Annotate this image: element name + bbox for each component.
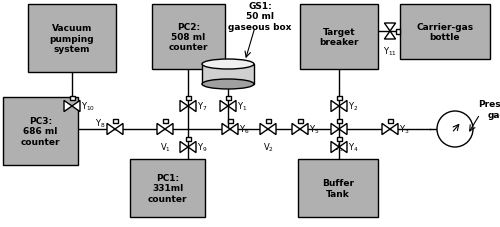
Bar — [266, 120, 270, 124]
Text: Buffer
Tank: Buffer Tank — [322, 178, 354, 198]
Polygon shape — [331, 142, 339, 153]
Circle shape — [437, 111, 473, 147]
Polygon shape — [72, 101, 80, 112]
Polygon shape — [268, 124, 276, 135]
Text: Y$_4$: Y$_4$ — [348, 141, 358, 154]
Polygon shape — [220, 101, 228, 112]
Text: Y$_{10}$: Y$_{10}$ — [81, 100, 96, 113]
Polygon shape — [228, 101, 236, 112]
Polygon shape — [300, 124, 308, 135]
Text: V$_1$: V$_1$ — [160, 141, 170, 154]
Bar — [226, 97, 230, 101]
Bar — [28, 5, 116, 73]
Text: Y$_6$: Y$_6$ — [239, 123, 250, 136]
Polygon shape — [188, 142, 196, 153]
Ellipse shape — [202, 60, 254, 70]
Bar — [70, 97, 74, 101]
Bar — [152, 5, 225, 70]
Text: Y$_2$: Y$_2$ — [348, 100, 358, 113]
Polygon shape — [339, 124, 347, 135]
Text: Y$_9$: Y$_9$ — [197, 141, 207, 154]
Polygon shape — [188, 101, 196, 112]
Bar — [336, 138, 342, 142]
Text: Y$_7$: Y$_7$ — [197, 100, 207, 113]
Text: Carrier-gas
bottle: Carrier-gas bottle — [416, 23, 474, 42]
Polygon shape — [107, 124, 115, 135]
Polygon shape — [331, 124, 339, 135]
Text: Vacuum
pumping
system: Vacuum pumping system — [50, 24, 94, 54]
Polygon shape — [390, 124, 398, 135]
Text: Y$_5$: Y$_5$ — [309, 123, 320, 136]
Bar — [396, 29, 400, 34]
Bar — [388, 120, 392, 124]
Bar — [162, 120, 168, 124]
Text: Y$_{11}$: Y$_{11}$ — [383, 46, 397, 58]
Polygon shape — [339, 101, 347, 112]
Polygon shape — [115, 124, 123, 135]
Polygon shape — [292, 124, 300, 135]
Bar — [112, 120, 117, 124]
Bar — [186, 138, 190, 142]
Text: PC3:
686 ml
counter: PC3: 686 ml counter — [21, 117, 60, 146]
Polygon shape — [157, 124, 165, 135]
Text: V$_3$: V$_3$ — [334, 141, 344, 154]
Text: Y$_3$: Y$_3$ — [399, 123, 409, 136]
Polygon shape — [165, 124, 173, 135]
Polygon shape — [230, 124, 238, 135]
Polygon shape — [384, 24, 396, 32]
Text: PC1:
331ml
counter: PC1: 331ml counter — [148, 173, 188, 203]
Text: Pressure
gage: Pressure gage — [478, 100, 500, 119]
Polygon shape — [64, 101, 72, 112]
Bar — [400, 5, 490, 60]
Polygon shape — [180, 101, 188, 112]
Ellipse shape — [202, 80, 254, 90]
Bar — [130, 159, 205, 217]
Bar — [336, 120, 342, 124]
Bar — [300, 5, 378, 70]
Bar — [3, 98, 78, 165]
Text: GS1:
50 ml
gaseous box: GS1: 50 ml gaseous box — [228, 2, 292, 32]
Bar — [228, 120, 232, 124]
Text: Y$_1$: Y$_1$ — [237, 100, 248, 113]
Bar — [298, 120, 302, 124]
Polygon shape — [384, 32, 396, 40]
Polygon shape — [260, 124, 268, 135]
Polygon shape — [180, 142, 188, 153]
Text: Target
breaker: Target breaker — [320, 28, 359, 47]
Bar — [298, 159, 378, 217]
Bar — [336, 97, 342, 101]
Bar — [186, 97, 190, 101]
Bar — [202, 65, 254, 85]
Polygon shape — [339, 142, 347, 153]
Text: PC2:
508 ml
counter: PC2: 508 ml counter — [169, 22, 208, 52]
Polygon shape — [382, 124, 390, 135]
Polygon shape — [222, 124, 230, 135]
Text: Y$_8$: Y$_8$ — [95, 117, 106, 130]
Polygon shape — [331, 101, 339, 112]
Text: V$_2$: V$_2$ — [262, 141, 274, 154]
